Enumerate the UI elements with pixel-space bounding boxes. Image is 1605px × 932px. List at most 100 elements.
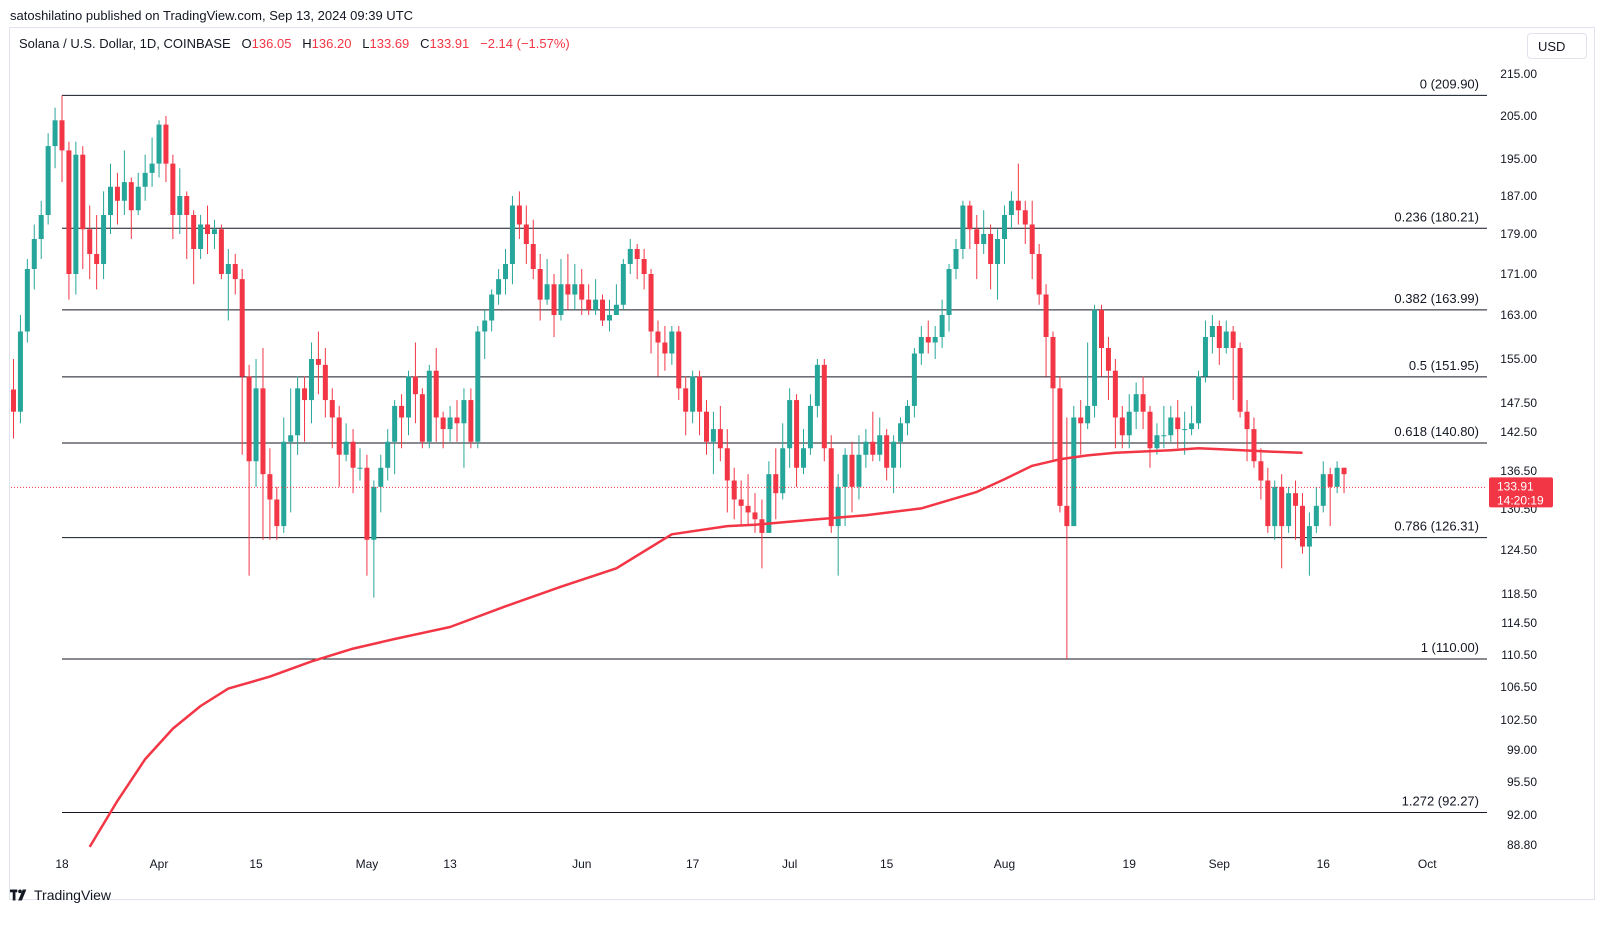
candle-body (267, 474, 273, 500)
candle-body (620, 264, 626, 305)
x-tick-label: May (356, 857, 379, 871)
candle-body (1216, 326, 1222, 348)
candle-body (606, 315, 612, 321)
candle-body (1112, 370, 1118, 418)
y-tick-label: 102.50 (1500, 713, 1537, 727)
last-price-badge (1489, 477, 1553, 508)
candle-body (974, 229, 980, 244)
candle-body (1036, 254, 1042, 295)
candle-body (108, 186, 114, 215)
candle-body (1334, 467, 1340, 487)
candle-body (1022, 210, 1028, 225)
candle-body (953, 249, 959, 269)
candle-body (565, 284, 571, 295)
candle-body (828, 448, 834, 527)
candle-body (121, 182, 127, 201)
candle-body (641, 259, 647, 274)
publisher-line: satoshilatino published on TradingView.c… (10, 8, 414, 23)
candle-body (849, 454, 855, 487)
y-tick-label: 163.00 (1500, 308, 1537, 322)
fib-label: 0 (209.90) (1420, 76, 1479, 91)
candle-body (1015, 200, 1021, 211)
candle-body (156, 124, 162, 164)
y-tick-label: 95.50 (1507, 775, 1537, 789)
candle-body (419, 394, 425, 442)
y-tick-label: 136.50 (1500, 464, 1537, 478)
candle-body (1286, 493, 1292, 527)
candle-body (939, 315, 945, 337)
candle-body (198, 224, 204, 249)
candle-body (184, 196, 190, 215)
x-tick-label: 16 (1317, 857, 1331, 871)
tradingview-logo-icon (10, 889, 27, 901)
candle-body (1237, 348, 1243, 412)
candle-body (1133, 394, 1139, 412)
candle-body (142, 172, 148, 187)
candle-body (523, 224, 529, 244)
footer-brand-text: TradingView (34, 887, 112, 903)
y-tick-label: 114.50 (1501, 616, 1537, 630)
candle-body (1258, 461, 1264, 481)
candle-body (766, 474, 772, 533)
candle-body (211, 229, 217, 234)
candle-body (385, 441, 391, 468)
candle-body (322, 364, 328, 401)
candle-body (163, 124, 169, 164)
candle-body (149, 163, 155, 173)
candle-body (1223, 331, 1229, 348)
candle-body (967, 205, 973, 230)
candle-body (1251, 429, 1257, 462)
candle-body (253, 388, 259, 462)
candle-body (475, 331, 481, 442)
x-tick-label: Jun (572, 857, 591, 871)
candle-body (738, 499, 744, 506)
candle-body (1126, 411, 1132, 436)
candle-body (759, 519, 765, 533)
footer-brand[interactable]: TradingView (10, 887, 111, 903)
candle-body (135, 186, 141, 211)
candle-body (412, 376, 418, 395)
candle-body (225, 264, 231, 274)
x-tick-label: 15 (249, 857, 263, 871)
candle-body (731, 480, 737, 500)
candle-body (232, 264, 238, 280)
candle-body (281, 441, 287, 527)
candle-body (773, 474, 779, 494)
candle-body (995, 239, 1001, 264)
candle-body (710, 429, 716, 442)
candle-body (66, 150, 72, 274)
currency-button[interactable]: USD (1527, 33, 1587, 59)
candle-body (780, 448, 786, 494)
candle-body (454, 417, 460, 424)
candle-body (114, 186, 120, 201)
fib-label: 0.236 (180.21) (1394, 209, 1479, 224)
candle-body (932, 337, 938, 343)
candle-body (482, 320, 488, 332)
candle-body (655, 331, 661, 343)
candle-body (745, 505, 751, 513)
candle-body (1175, 417, 1181, 430)
fib-label: 1.272 (92.27) (1402, 793, 1479, 808)
candle-body (1105, 348, 1111, 371)
candle-body (101, 215, 107, 264)
candle-body (392, 405, 398, 442)
candle-body (315, 359, 321, 365)
candle-body (814, 364, 820, 406)
candle-body (364, 467, 370, 540)
candle-body (1230, 331, 1236, 348)
candle-body (239, 279, 245, 377)
candle-body (613, 304, 619, 315)
change-value: −2.14 (−1.57%) (480, 36, 570, 51)
candle-body (1099, 309, 1104, 348)
candle-body (350, 441, 356, 468)
candle-body (544, 284, 550, 300)
candle-body (807, 405, 813, 449)
candle-body (461, 400, 467, 424)
candle-body (856, 454, 862, 487)
candle-body (440, 417, 446, 430)
candle-body (246, 376, 252, 462)
candle-body (863, 441, 869, 455)
candle-body (842, 454, 848, 487)
low-value: 133.69 (369, 36, 410, 51)
